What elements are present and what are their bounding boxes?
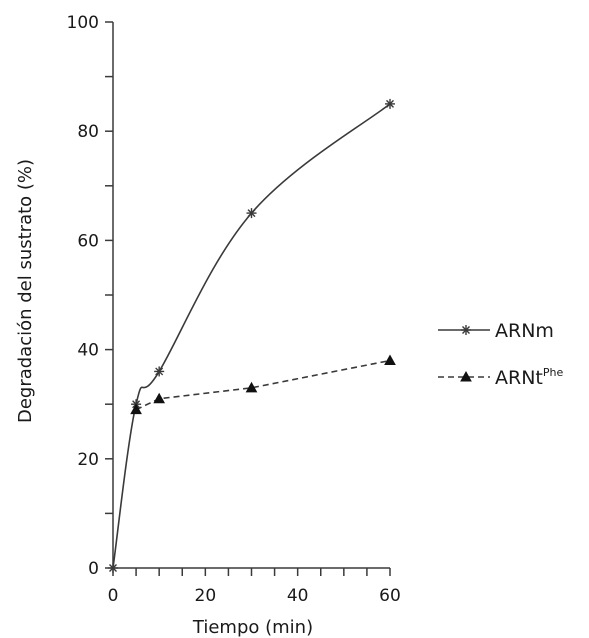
x-tick-label: 0 (108, 586, 119, 606)
y-axis-title: Degradación del sustrato (%) (15, 159, 36, 423)
series-arnt-point (130, 403, 142, 415)
series-arnt-line (135, 359, 391, 411)
series-arnm-point (246, 208, 257, 219)
y-tick-label: 100 (67, 13, 99, 33)
y-tick-label: 60 (77, 231, 99, 251)
legend-arnm-label: ARNm (495, 320, 554, 342)
y-tick-label: 20 (77, 450, 99, 470)
series-arnt-point (384, 354, 396, 366)
series-arnm-point (385, 98, 395, 109)
series-arnt-point (245, 381, 258, 393)
x-tick-label: 60 (379, 586, 401, 606)
legend-arnt-marker (460, 370, 472, 382)
series-layer (108, 98, 396, 573)
x-tick-label: 20 (195, 586, 217, 606)
x-tick-label: 40 (287, 586, 309, 606)
legend: ARNm ARNtPhe (438, 320, 563, 389)
legend-arnt-name: ARNt (495, 367, 543, 389)
series-arnm-point (108, 563, 118, 573)
legend-arnm-sample (438, 325, 490, 335)
series-arnt-point (153, 392, 166, 404)
series-arnm-point (154, 366, 165, 377)
series-arnm-line (112, 103, 391, 569)
legend-arnm-marker (461, 325, 471, 335)
axes: 0 20 40 60 80 100 0 20 40 60 (67, 13, 401, 606)
legend-arnt-label: ARNtPhe (495, 366, 563, 389)
legend-arnt-sample (438, 370, 490, 382)
y-tick-label: 80 (77, 122, 99, 142)
legend-arnt-superscript: Phe (543, 366, 564, 379)
y-tick-label: 40 (77, 341, 99, 361)
x-axis-title: Tiempo (min) (192, 617, 313, 638)
y-tick-label: 0 (88, 559, 99, 579)
